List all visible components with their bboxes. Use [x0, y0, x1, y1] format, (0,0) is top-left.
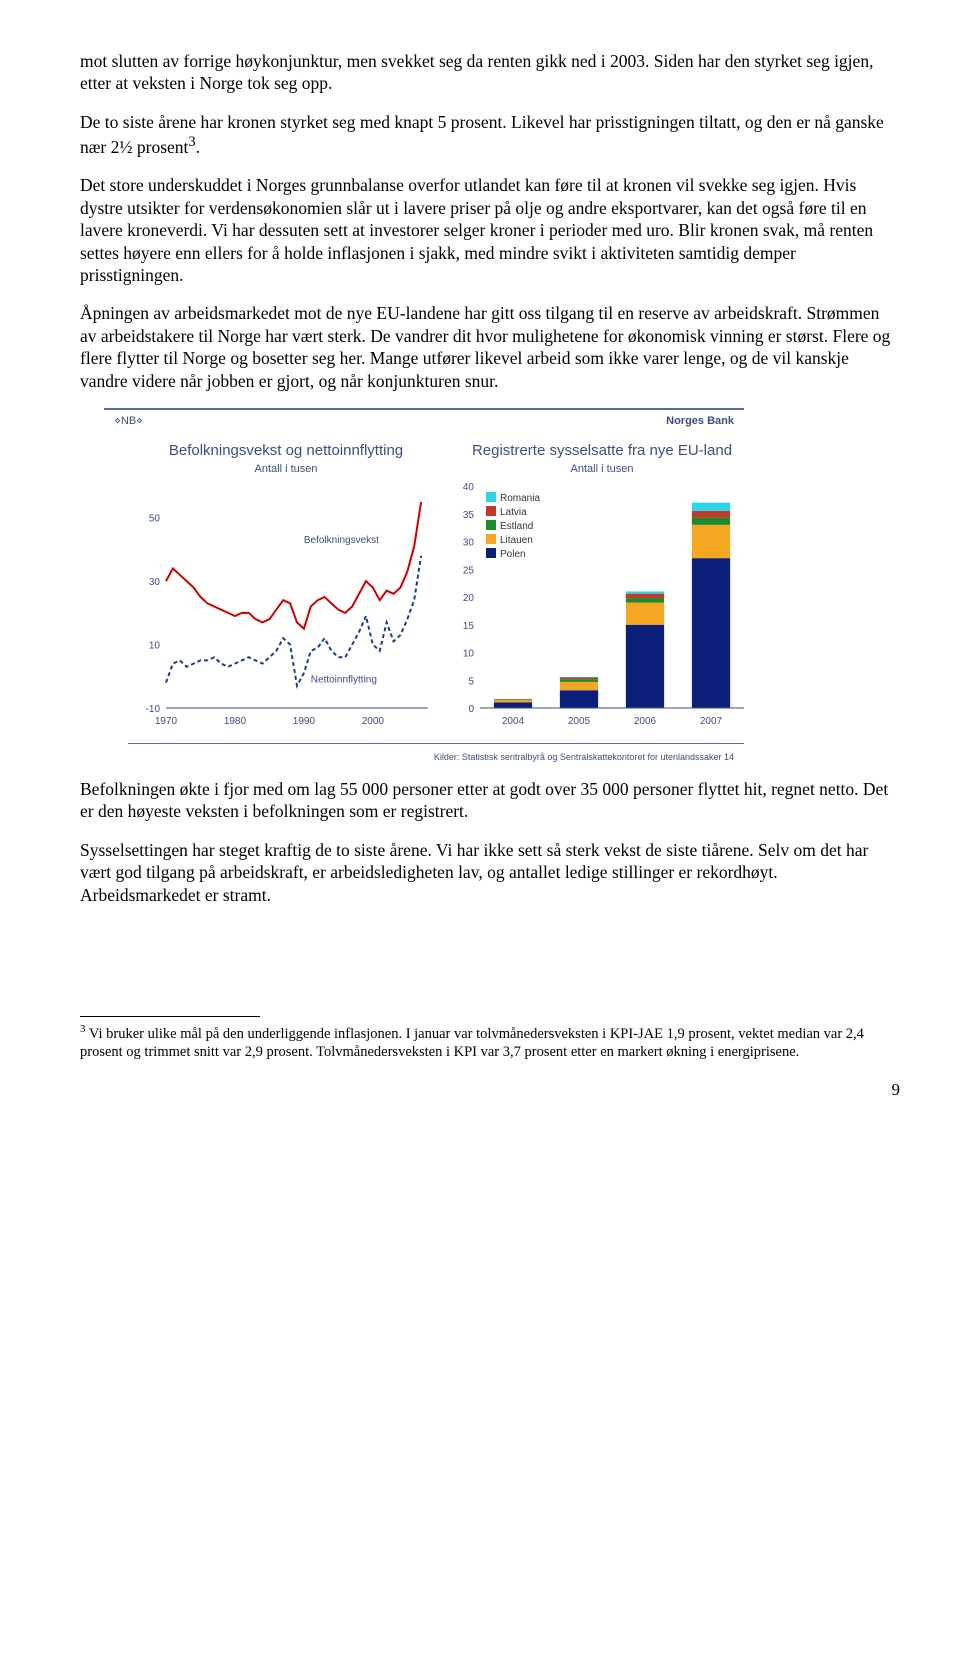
svg-text:35: 35 — [463, 510, 475, 521]
paragraph-2: De to siste årene har kronen styrket seg… — [80, 111, 900, 159]
svg-text:30: 30 — [149, 577, 161, 588]
svg-text:50: 50 — [149, 514, 161, 525]
paragraph-1: mot slutten av forrige høykonjunktur, me… — [80, 50, 900, 95]
svg-text:40: 40 — [463, 482, 475, 493]
svg-text:Litauen: Litauen — [500, 535, 533, 546]
svg-text:Romania: Romania — [500, 493, 540, 504]
svg-text:2006: 2006 — [634, 716, 657, 727]
footnote-text: Vi bruker ulike mål på den underliggende… — [80, 1026, 864, 1060]
right-chart-svg: 0 5 10 15 20 25 30 35 40 2004 2005 2006 2007 Romania L… — [452, 480, 752, 730]
svg-text:1990: 1990 — [293, 716, 316, 727]
brand-name: Norges Bank — [666, 414, 734, 428]
paragraph-5: Befolkningen økte i fjor med om lag 55 0… — [80, 778, 900, 823]
footnote-rule — [80, 1016, 260, 1017]
svg-text:5: 5 — [468, 676, 474, 687]
left-chart-subtitle: Antall i tusen — [136, 462, 436, 476]
right-chart-panel: Registrerte sysselsatte fra nye EU-land … — [444, 438, 760, 743]
svg-text:2004: 2004 — [502, 716, 525, 727]
svg-text:Nettoinnflytting: Nettoinnflytting — [311, 675, 377, 686]
svg-text:10: 10 — [463, 649, 475, 660]
svg-text:30: 30 — [463, 538, 475, 549]
svg-text:2005: 2005 — [568, 716, 591, 727]
footnote-ref-3: 3 — [188, 134, 195, 150]
left-chart-panel: Befolkningsvekst og nettoinnflytting Ant… — [128, 438, 444, 743]
svg-text:15: 15 — [463, 621, 475, 632]
left-chart-title: Befolkningsvekst og nettoinnflytting — [136, 442, 436, 460]
page-number: 9 — [80, 1079, 900, 1101]
paragraph-3: Det store underskuddet i Norges grunnbal… — [80, 174, 900, 286]
svg-text:Estland: Estland — [500, 521, 533, 532]
svg-text:0: 0 — [468, 704, 474, 715]
svg-text:2000: 2000 — [362, 716, 385, 727]
svg-text:Polen: Polen — [500, 549, 526, 560]
chart-source: Kilder: Statistisk sentralbyrå og Sentra… — [104, 748, 744, 770]
paragraph-4: Åpningen av arbeidsmarkedet mot de nye E… — [80, 302, 900, 392]
svg-text:20: 20 — [463, 593, 475, 604]
svg-text:Latvia: Latvia — [500, 507, 527, 518]
svg-text:25: 25 — [463, 565, 475, 576]
svg-text:10: 10 — [149, 641, 161, 652]
left-chart-svg: -10 10 30 50 1970 1980 1990 2000 Befolkningsveks… — [136, 480, 436, 730]
svg-text:1980: 1980 — [224, 716, 247, 727]
svg-text:1970: 1970 — [155, 716, 178, 727]
charts-container: ⋄NB⋄ Norges Bank Befolkningsvekst og net… — [104, 408, 744, 770]
paragraph-6: Sysselsettingen har steget kraftig de to… — [80, 839, 900, 906]
svg-text:Befolkningsvekst: Befolkningsvekst — [304, 535, 379, 546]
svg-text:-10: -10 — [146, 704, 161, 715]
paragraph-2b: . — [196, 137, 200, 157]
right-chart-subtitle: Antall i tusen — [452, 462, 752, 476]
paragraph-2a: De to siste årene har kronen styrket seg… — [80, 112, 884, 157]
svg-text:2007: 2007 — [700, 716, 723, 727]
right-chart-title: Registrerte sysselsatte fra nye EU-land — [452, 442, 752, 460]
footnote-3: 3 Vi bruker ulike mål på den underliggen… — [80, 1023, 900, 1061]
brand-logo: ⋄NB⋄ — [114, 414, 143, 428]
